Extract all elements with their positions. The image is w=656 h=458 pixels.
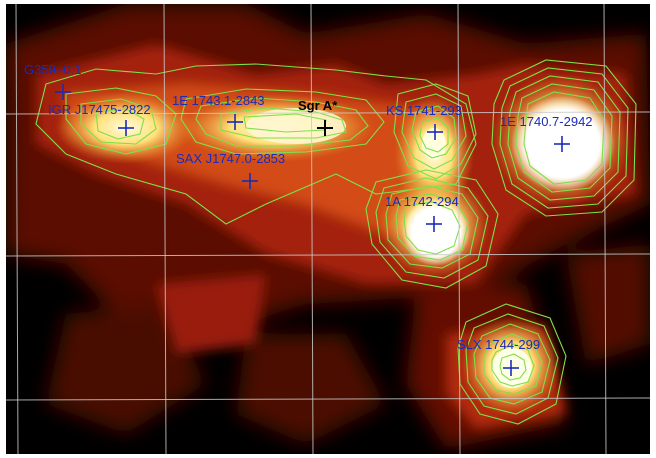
marker-1a <box>426 216 442 232</box>
label-igr: IGR J17475-2822 <box>48 102 151 117</box>
sky-map: G359+0.1 IGR J17475-2822 1E 1743.1-2843 … <box>6 4 650 454</box>
intensity-map-svg: G359+0.1 IGR J17475-2822 1E 1743.1-2843 … <box>6 4 650 454</box>
marker-igr <box>118 120 134 136</box>
marker-slx <box>503 360 519 376</box>
label-1a: 1A 1742-294 <box>385 194 459 209</box>
marker-ks <box>427 124 443 140</box>
label-1e1740: 1E 1740.7-2942 <box>500 114 593 129</box>
marker-1e1740 <box>554 136 570 152</box>
label-g359: G359+0.1 <box>24 62 81 77</box>
label-slx: SLX 1744-299 <box>457 337 540 352</box>
label-sgra: Sgr A* <box>298 98 338 113</box>
marker-g359 <box>55 84 71 100</box>
marker-1e1743 <box>227 114 243 130</box>
label-ks: KS 1741-293 <box>386 103 462 118</box>
label-sax: SAX J1747.0-2853 <box>176 151 285 166</box>
coordinate-grid <box>6 4 650 454</box>
marker-sax <box>242 173 258 189</box>
marker-sgra <box>317 120 333 136</box>
label-1e1743: 1E 1743.1-2843 <box>172 93 265 108</box>
contours <box>35 59 637 425</box>
